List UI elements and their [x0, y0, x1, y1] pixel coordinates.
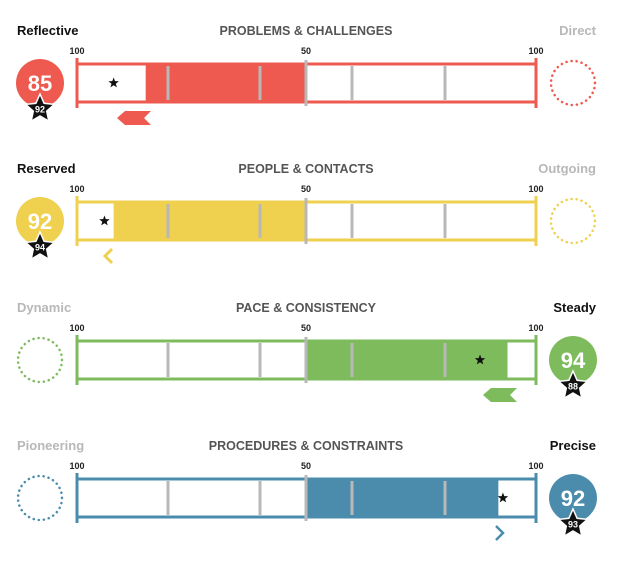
- star-badge-icon: [23, 230, 57, 261]
- right-trait-label: Steady: [553, 300, 596, 315]
- score-bar-fill: [306, 479, 499, 517]
- axis-label-mid: 50: [301, 461, 311, 471]
- dimension-title: PROCEDURES & CONSTRAINTS: [209, 439, 403, 453]
- empty-score-circle: [16, 336, 64, 384]
- chevron-left-icon: [102, 247, 114, 265]
- score-value: 92: [561, 486, 585, 511]
- score-circle: [16, 197, 64, 245]
- dimension-row-3: Dynamic Steady PACE & CONSISTENCY 100 50 100 9…: [16, 300, 597, 402]
- empty-score-circle: [549, 197, 597, 245]
- star-badge-icon: [556, 507, 590, 538]
- star-badge-icon: [23, 92, 57, 123]
- arrow-left-icon: [117, 111, 151, 125]
- axis-label-mid: 50: [301, 46, 311, 56]
- star-badge-value: 94: [35, 243, 45, 253]
- score-value: 94: [561, 348, 586, 373]
- star-badge-icon: [556, 369, 590, 400]
- star-marker: [99, 215, 110, 226]
- score-value: 85: [28, 71, 52, 96]
- axis-label-left: 100: [69, 184, 84, 194]
- dimension-row-1: Reflective Direct PROBLEMS & CHALLENGES 100…: [16, 23, 597, 125]
- empty-score-circle: [16, 474, 64, 522]
- dimension-title: PACE & CONSISTENCY: [236, 301, 377, 315]
- axis-label-mid: 50: [301, 323, 311, 333]
- dimension-row-4: Pioneering Precise PROCEDURES & CONSTRAINT…: [16, 438, 597, 541]
- score-circle: [549, 336, 597, 384]
- score-value: 92: [28, 209, 52, 234]
- score-circle: [549, 474, 597, 522]
- axis-label-mid: 50: [301, 184, 311, 194]
- dimension-title: PEOPLE & CONTACTS: [238, 162, 373, 176]
- arrow-left-icon: [483, 388, 517, 402]
- axis-label-right: 100: [528, 323, 543, 333]
- left-trait-label: Reflective: [17, 23, 78, 38]
- star-badge-value: 88: [568, 382, 578, 392]
- star-marker: [497, 492, 509, 503]
- axis-label-left: 100: [69, 323, 84, 333]
- chevron-right-icon: [495, 525, 505, 541]
- score-bar-fill: [145, 64, 306, 102]
- axis-label-left: 100: [69, 46, 84, 56]
- axis-label-right: 100: [528, 461, 543, 471]
- score-bar-fill: [306, 341, 508, 379]
- star-badge-value: 92: [35, 105, 45, 115]
- star-marker: [108, 77, 119, 88]
- dimension-title: PROBLEMS & CHALLENGES: [220, 24, 393, 38]
- right-trait-label: Direct: [559, 23, 597, 38]
- axis-label-right: 100: [528, 46, 543, 56]
- dimension-row-2: Reserved Outgoing PEOPLE & CONTACTS 100 50 10…: [16, 161, 597, 265]
- left-trait-label: Pioneering: [17, 438, 84, 453]
- right-trait-label: Precise: [550, 438, 596, 453]
- score-circle: [16, 59, 64, 107]
- star-marker: [474, 354, 486, 365]
- left-trait-label: Dynamic: [17, 300, 71, 315]
- left-trait-label: Reserved: [17, 161, 76, 176]
- empty-score-circle: [549, 59, 597, 107]
- star-badge-value: 93: [568, 520, 578, 530]
- axis-label-right: 100: [528, 184, 543, 194]
- score-bar-fill: [113, 202, 306, 240]
- right-trait-label: Outgoing: [538, 161, 596, 176]
- axis-label-left: 100: [69, 461, 84, 471]
